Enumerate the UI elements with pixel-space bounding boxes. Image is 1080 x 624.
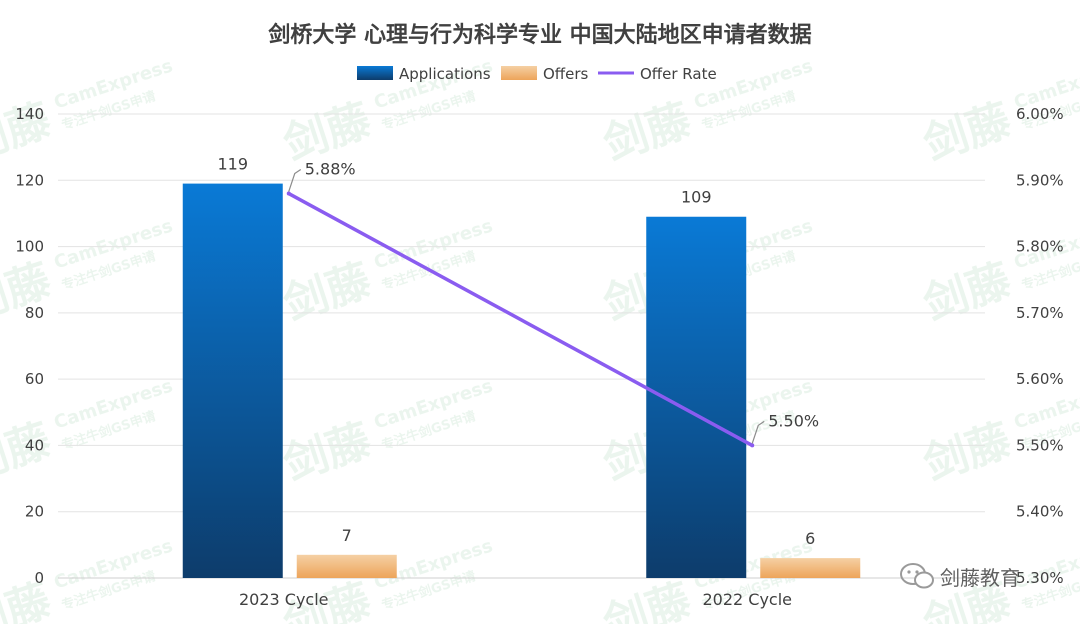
- watermark-brand: 剑藤: [918, 255, 1017, 331]
- data-label-applications: 119: [217, 155, 248, 174]
- legend-swatch-applications: [357, 66, 393, 80]
- y-left-tick-label: 100: [15, 238, 44, 256]
- offer-rate-point: [286, 191, 291, 196]
- legend-label-offers: Offers: [543, 65, 589, 83]
- watermark-brand: 剑藤: [278, 415, 377, 491]
- bar-applications: [182, 183, 283, 578]
- legend: Applications Offers Offer Rate: [357, 65, 717, 83]
- bar-offers: [296, 554, 397, 578]
- x-category-label: 2023 Cycle: [239, 590, 329, 609]
- data-label-offers: 6: [805, 529, 815, 548]
- offer-rate-point: [750, 443, 755, 448]
- y-axis-left: 0 20 40 60 80 100 120 140: [15, 105, 44, 587]
- y-right-tick-label: 5.50%: [1016, 436, 1064, 454]
- legend-label-offer-rate: Offer Rate: [640, 65, 717, 83]
- watermark-brand: 剑藤: [278, 255, 377, 331]
- y-left-tick-label: 20: [25, 503, 44, 521]
- offer-rate-leader: [751, 420, 765, 444]
- y-right-tick-label: 5.60%: [1016, 370, 1064, 388]
- bars: [182, 183, 861, 578]
- y-axis-right: 5.30% 5.40% 5.50% 5.60% 5.70% 5.80% 5.90% 6.00%: [1016, 105, 1064, 587]
- gridlines: [58, 113, 985, 579]
- y-right-tick-label: 5.30%: [1016, 569, 1064, 587]
- y-right-tick-label: 5.80%: [1016, 238, 1064, 256]
- account-name: 剑藤教育: [940, 566, 1020, 590]
- chart-title: 剑桥大学 心理与行为科学专业 中国大陆地区申请者数据: [267, 22, 811, 48]
- data-label-applications: 109: [681, 188, 712, 207]
- legend-swatch-offers: [501, 66, 537, 80]
- watermark-brand: 剑藤: [598, 95, 697, 171]
- x-category-label: 2022 Cycle: [702, 590, 792, 609]
- offer-rate-leader: [288, 169, 302, 192]
- legend-label-applications: Applications: [399, 65, 491, 83]
- x-axis: 2023 Cycle 2022 Cycle: [239, 590, 792, 609]
- offer-rate-line-group: [286, 169, 765, 448]
- account-stamp: 剑藤教育: [900, 563, 1020, 590]
- y-left-tick-label: 60: [25, 370, 44, 388]
- y-left-tick-label: 80: [25, 304, 44, 322]
- wechat-icon: [900, 563, 934, 589]
- y-right-tick-label: 5.40%: [1016, 503, 1064, 521]
- y-right-tick-label: 5.70%: [1016, 304, 1064, 322]
- y-right-tick-label: 6.00%: [1016, 105, 1064, 123]
- bar-offers: [760, 558, 861, 578]
- watermark-brand: 剑藤: [918, 95, 1017, 171]
- y-right-tick-label: 5.90%: [1016, 171, 1064, 189]
- data-labels: 119 7 109 6 5.88% 5.50%: [217, 155, 819, 549]
- watermark-brand: 剑藤: [0, 575, 57, 624]
- data-label-offer-rate: 5.88%: [305, 160, 356, 179]
- watermark-brand: 剑藤: [598, 575, 697, 624]
- offer-rate-line: [287, 192, 754, 447]
- y-left-tick-label: 40: [25, 436, 44, 454]
- data-label-offer-rate: 5.50%: [768, 411, 819, 430]
- y-left-tick-label: 0: [34, 569, 44, 587]
- y-left-tick-label: 140: [15, 105, 44, 123]
- watermark-brand: 剑藤: [918, 415, 1017, 491]
- data-label-offers: 7: [342, 526, 352, 545]
- y-left-tick-label: 120: [15, 171, 44, 189]
